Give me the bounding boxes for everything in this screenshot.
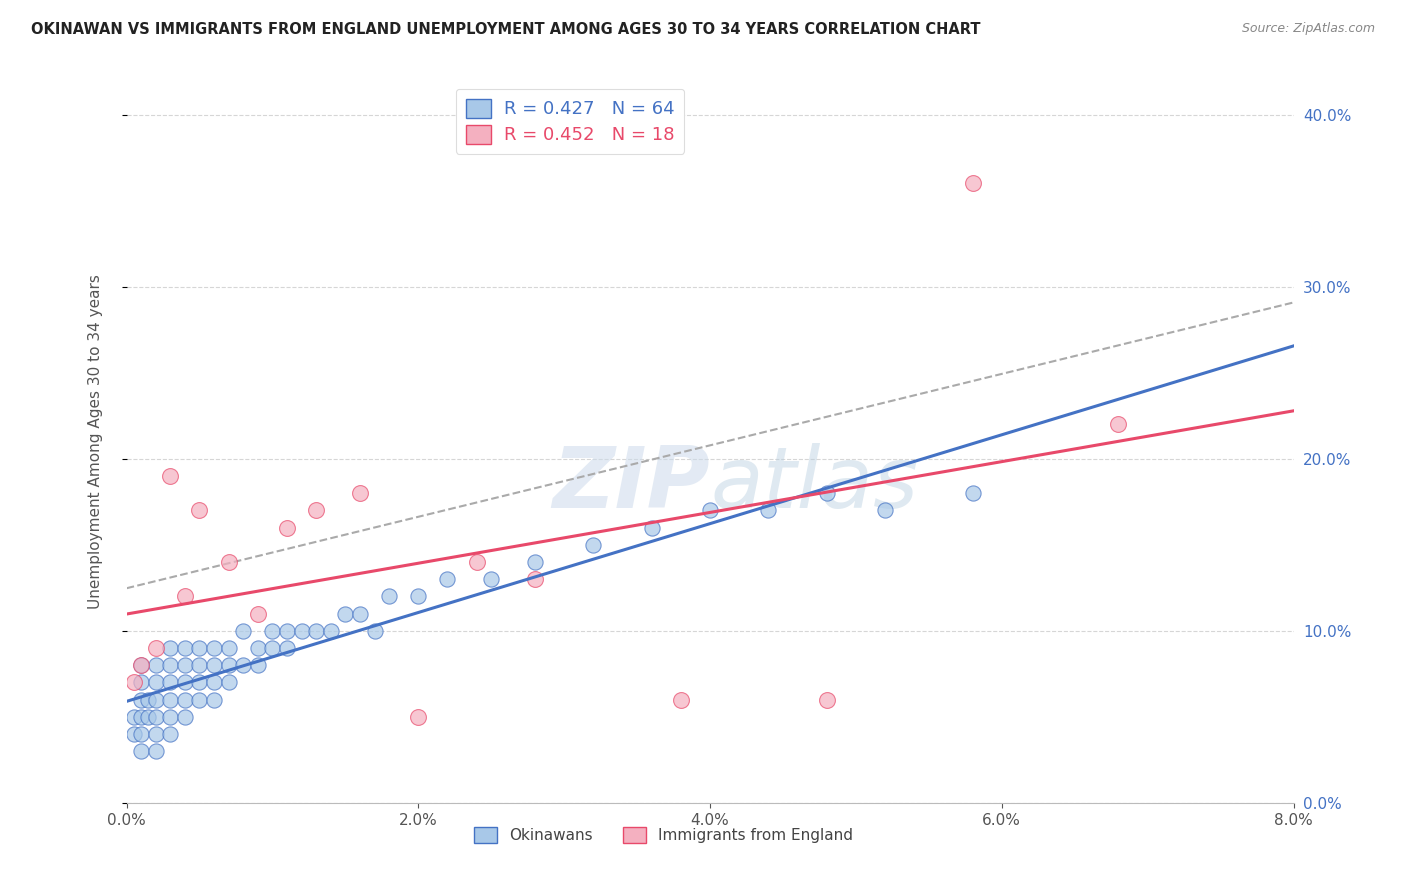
Point bbox=[159, 640, 181, 655]
Point bbox=[159, 710, 181, 724]
Point bbox=[246, 640, 269, 655]
Point bbox=[436, 572, 458, 586]
Point bbox=[122, 675, 145, 690]
Point bbox=[159, 658, 181, 673]
Point bbox=[174, 658, 197, 673]
Point bbox=[129, 727, 152, 741]
Point bbox=[218, 658, 240, 673]
Point bbox=[582, 538, 605, 552]
Legend: Okinawans, Immigrants from England: Okinawans, Immigrants from England bbox=[468, 822, 859, 849]
Point bbox=[188, 692, 211, 706]
Point bbox=[159, 469, 181, 483]
Point bbox=[815, 486, 838, 500]
Point bbox=[262, 640, 284, 655]
Point bbox=[188, 658, 211, 673]
Y-axis label: Unemployment Among Ages 30 to 34 years: Unemployment Among Ages 30 to 34 years bbox=[89, 274, 103, 609]
Point bbox=[218, 675, 240, 690]
Point bbox=[873, 503, 897, 517]
Point bbox=[145, 727, 167, 741]
Point bbox=[188, 675, 211, 690]
Point bbox=[129, 692, 152, 706]
Point bbox=[465, 555, 488, 569]
Point bbox=[145, 675, 167, 690]
Point bbox=[218, 555, 240, 569]
Point bbox=[349, 486, 371, 500]
Point bbox=[290, 624, 312, 638]
Point bbox=[145, 692, 167, 706]
Point bbox=[145, 710, 167, 724]
Point bbox=[202, 692, 225, 706]
Point bbox=[188, 640, 211, 655]
Point bbox=[305, 503, 328, 517]
Point bbox=[159, 692, 181, 706]
Point bbox=[246, 658, 269, 673]
Text: Source: ZipAtlas.com: Source: ZipAtlas.com bbox=[1241, 22, 1375, 36]
Point bbox=[202, 675, 225, 690]
Point bbox=[305, 624, 328, 638]
Point bbox=[174, 640, 197, 655]
Point bbox=[202, 658, 225, 673]
Point bbox=[122, 710, 145, 724]
Point bbox=[188, 503, 211, 517]
Point bbox=[408, 710, 430, 724]
Text: ZIP: ZIP bbox=[553, 443, 710, 526]
Point bbox=[276, 520, 298, 534]
Point bbox=[129, 744, 152, 758]
Text: atlas: atlas bbox=[710, 443, 918, 526]
Point bbox=[408, 590, 430, 604]
Point bbox=[122, 727, 145, 741]
Point bbox=[699, 503, 721, 517]
Point bbox=[218, 640, 240, 655]
Point bbox=[145, 658, 167, 673]
Point bbox=[378, 590, 401, 604]
Point bbox=[174, 675, 197, 690]
Point bbox=[129, 675, 152, 690]
Point bbox=[159, 675, 181, 690]
Point bbox=[246, 607, 269, 621]
Point bbox=[962, 486, 984, 500]
Point bbox=[276, 624, 298, 638]
Point bbox=[174, 590, 197, 604]
Point bbox=[174, 710, 197, 724]
Point bbox=[174, 692, 197, 706]
Point bbox=[129, 710, 152, 724]
Point bbox=[159, 727, 181, 741]
Point bbox=[138, 692, 160, 706]
Point bbox=[319, 624, 342, 638]
Point bbox=[756, 503, 779, 517]
Point bbox=[523, 555, 546, 569]
Point bbox=[138, 710, 160, 724]
Point bbox=[232, 624, 254, 638]
Point bbox=[962, 177, 984, 191]
Point bbox=[145, 744, 167, 758]
Point bbox=[523, 572, 546, 586]
Point bbox=[335, 607, 357, 621]
Point bbox=[1108, 417, 1130, 432]
Point bbox=[129, 658, 152, 673]
Text: OKINAWAN VS IMMIGRANTS FROM ENGLAND UNEMPLOYMENT AMONG AGES 30 TO 34 YEARS CORRE: OKINAWAN VS IMMIGRANTS FROM ENGLAND UNEM… bbox=[31, 22, 980, 37]
Point bbox=[349, 607, 371, 621]
Point bbox=[815, 692, 838, 706]
Point bbox=[262, 624, 284, 638]
Point bbox=[640, 520, 664, 534]
Point bbox=[479, 572, 502, 586]
Point bbox=[276, 640, 298, 655]
Point bbox=[145, 640, 167, 655]
Point bbox=[202, 640, 225, 655]
Point bbox=[232, 658, 254, 673]
Point bbox=[129, 658, 152, 673]
Point bbox=[669, 692, 692, 706]
Point bbox=[363, 624, 385, 638]
